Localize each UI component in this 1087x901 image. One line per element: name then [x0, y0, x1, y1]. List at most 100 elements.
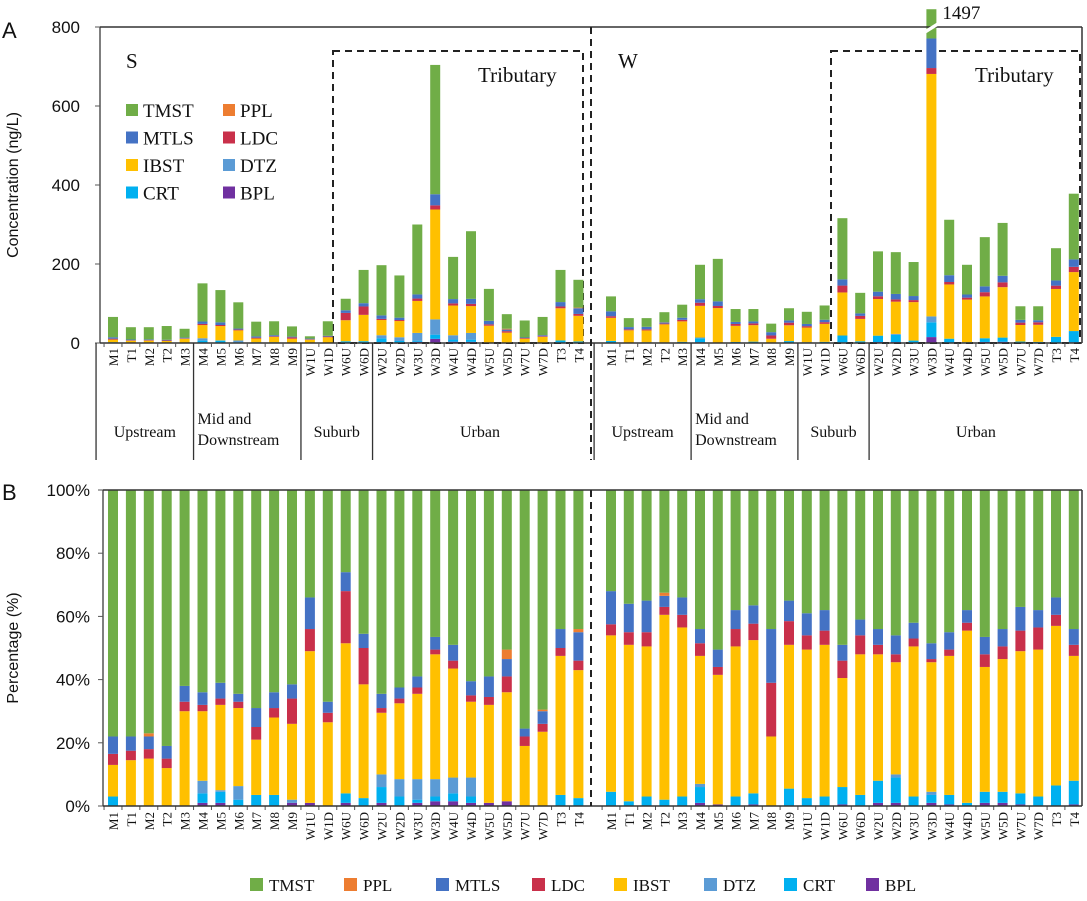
bar-segment-tmst [466, 490, 476, 682]
bar-segment-ldc [730, 323, 741, 326]
bar-segment-mtls [766, 332, 777, 336]
bar-segment-crt [890, 334, 901, 343]
bar-segment-ibst [376, 712, 387, 775]
bar-segment-ibst [519, 338, 530, 343]
legend-swatch-dtz [223, 159, 235, 171]
bar-segment-ibst [340, 643, 351, 794]
bar-segment-tmst [979, 237, 990, 287]
bar-segment-ldc [962, 297, 972, 300]
y-tick-label: 60% [56, 607, 90, 626]
bar-segment-crt [430, 796, 441, 802]
bar-segment-ibst [695, 655, 705, 784]
bar-segment-tmst [748, 490, 759, 606]
bar-segment-tmst [125, 490, 136, 737]
bar-segment-ldc [641, 329, 652, 331]
bar-segment-mtls [143, 339, 154, 341]
bar-segment-mtls [269, 335, 280, 337]
bar-segment-tmst [179, 490, 190, 686]
bar-segment-ibst [466, 701, 476, 778]
bar-segment-ldc [501, 676, 512, 693]
region-label: Upstream [114, 424, 177, 441]
x-tick-label: M2 [142, 348, 157, 366]
bar-segment-dtz [448, 777, 459, 794]
bar-segment-tmst [606, 490, 616, 592]
bar-segment-tmst [251, 490, 262, 709]
bar-segment-mtls [855, 619, 866, 636]
bar-segment-ldc [873, 296, 883, 300]
bar-segment-tmst [215, 490, 226, 683]
bar-segment-ibst [997, 287, 1008, 338]
bar-segment-ldc [997, 646, 1008, 660]
legend-label: TMST [143, 101, 194, 122]
bar-segment-ppl [501, 649, 512, 660]
bar-segment-ibst [979, 296, 990, 339]
bar-segment-tmst [448, 490, 459, 645]
x-tick-label: W6U [339, 811, 354, 840]
bar-segment-mtls [358, 303, 369, 307]
bar-segment-bpl [997, 802, 1008, 806]
bar-segment-ibst [466, 306, 476, 333]
bar-segment-tmst [251, 321, 262, 337]
bar-segment-ibst [501, 332, 512, 343]
bar-segment-ldc [573, 313, 584, 316]
bar-segment-dtz [695, 783, 705, 788]
legend-swatch-crt [784, 878, 797, 891]
bar-segment-tmst [233, 302, 244, 329]
bar-segment-ldc [519, 338, 530, 339]
bar-segment-mtls [606, 311, 616, 317]
bar-segment-crt [197, 793, 208, 803]
bar-segment-ppl [573, 307, 584, 309]
x-tick-label: W7D [1031, 812, 1046, 840]
bar-segment-mtls [819, 319, 830, 323]
bar-segment-mtls [269, 692, 280, 709]
x-tick-label: T4 [571, 348, 586, 363]
legend-swatch-mtls [436, 878, 449, 891]
bar-segment-ldc [606, 624, 616, 636]
bar-segment-ppl [143, 733, 154, 737]
legend-label: MTLS [143, 129, 194, 150]
bar-segment-bpl [926, 802, 937, 806]
legend-swatch-bpl [866, 878, 879, 891]
x-tick-label: W4D [464, 812, 479, 840]
bar-segment-ldc [1051, 285, 1061, 289]
bar-segment-mtls [837, 644, 848, 661]
bar-segment-bpl [944, 804, 955, 806]
bar-segment-bpl [466, 802, 476, 806]
bar-segment-ldc [304, 629, 315, 652]
bar-segment-mtls [712, 301, 723, 306]
bar-segment-mtls [287, 684, 297, 699]
bar-segment-ldc [376, 708, 387, 713]
bar-segment-tmst [855, 292, 866, 314]
bar-segment-mtls [501, 659, 512, 677]
bar-segment-tmst [855, 490, 866, 620]
x-tick-label: W5U [482, 347, 497, 376]
x-tick-label: W2U [871, 347, 886, 376]
x-tick-label: M7 [249, 812, 264, 831]
bar-segment-mtls [944, 632, 955, 650]
bar-segment-tmst [537, 316, 548, 336]
bar-segment-tmst [287, 326, 297, 337]
bar-segment-ldc [1015, 630, 1026, 652]
bar-segment-tmst [784, 490, 794, 601]
bar-segment-mtls [251, 336, 262, 338]
x-tick-label: M8 [267, 812, 282, 830]
bar-segment-ldc [448, 660, 459, 669]
bar-segment-mtls [215, 322, 226, 326]
bar-segment-tmst [269, 490, 280, 693]
bar-segment-ibst [962, 299, 972, 343]
x-tick-label: W1D [818, 812, 833, 840]
x-tick-label: M8 [764, 348, 779, 366]
legend-label: TMST [269, 876, 315, 895]
x-tick-label: W4D [464, 348, 479, 376]
bar-segment-ibst [1015, 324, 1026, 342]
bar-segment-mtls [1051, 597, 1061, 615]
bar-segment-mtls [837, 279, 848, 286]
bar-segment-dtz [430, 319, 441, 335]
x-tick-label: T4 [1067, 348, 1082, 363]
bar-segment-mtls [304, 338, 315, 340]
bar-segment-ibst [837, 292, 848, 336]
x-tick-label: T1 [622, 812, 637, 826]
bar-segment-ibst [483, 704, 494, 803]
bar-segment-ldc [641, 632, 652, 647]
bar-segment-crt [944, 794, 955, 805]
